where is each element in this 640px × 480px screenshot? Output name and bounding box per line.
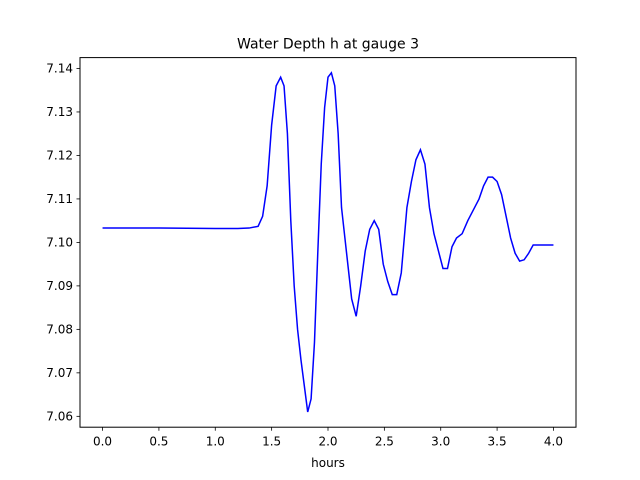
plot-frame <box>79 57 577 428</box>
x-axis-ticks: 0.0 0.5 1.0 1.5 2.0 2.5 3.0 3.5 4.0 <box>93 427 563 449</box>
y-tick-label: 7.11 <box>46 192 73 206</box>
x-tick-label: 3.0 <box>431 435 450 449</box>
x-tick-label: 4.0 <box>544 435 563 449</box>
y-tick-label: 7.09 <box>46 279 73 293</box>
y-axis-ticks: 7.06 7.07 7.08 7.09 7.10 7.11 7.12 7.13 7.14 <box>46 62 80 424</box>
x-tick-label: 1.0 <box>206 435 225 449</box>
x-tick-label: 2.5 <box>375 435 394 449</box>
y-tick-label: 7.08 <box>46 323 73 337</box>
y-tick-label: 7.10 <box>46 236 73 250</box>
x-axis-label: hours <box>311 456 345 470</box>
y-tick-label: 7.07 <box>46 366 73 380</box>
series-line <box>102 71 554 413</box>
x-tick-label: 0.5 <box>149 435 168 449</box>
x-tick-label: 1.5 <box>262 435 281 449</box>
x-tick-label: 0.0 <box>93 435 112 449</box>
y-tick-label: 7.14 <box>46 62 73 76</box>
y-tick-label: 7.13 <box>46 105 73 119</box>
x-tick-label: 2.0 <box>318 435 337 449</box>
y-tick-label: 7.12 <box>46 149 73 163</box>
y-tick-label: 7.06 <box>46 410 73 424</box>
plot-background <box>80 57 576 428</box>
x-tick-label: 3.5 <box>488 435 507 449</box>
chart-title: Water Depth h at gauge 3 <box>237 37 419 53</box>
